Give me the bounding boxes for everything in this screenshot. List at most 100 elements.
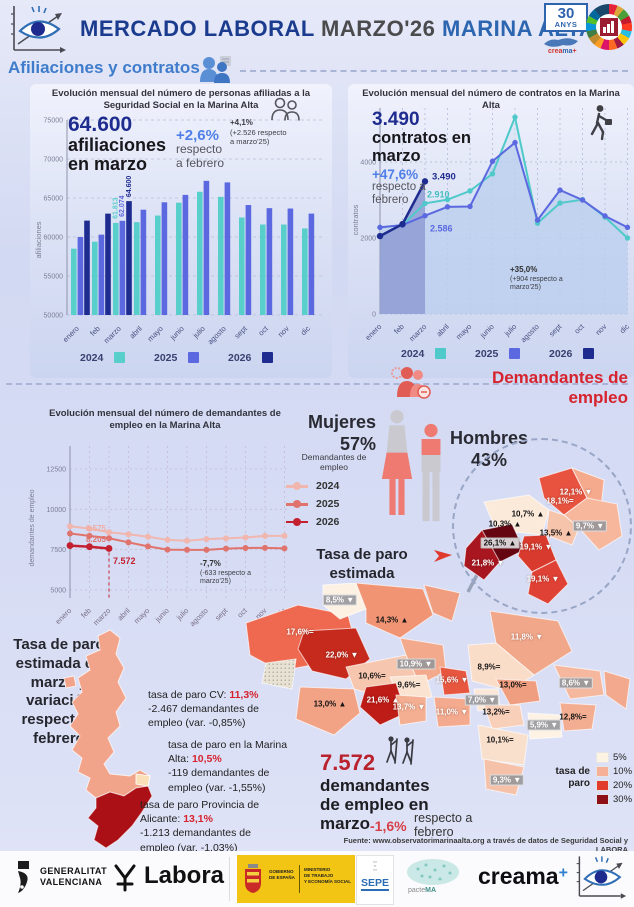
svg-text:50000: 50000 [44,313,64,320]
svg-text:oct: oct [572,321,586,335]
contratos-big-number-block: 3.490 contratos en marzo +47,6% respecto… [372,109,472,207]
svg-text:64.600: 64.600 [126,176,133,198]
svg-text:julio: julio [174,606,191,623]
unemployment-rate-label: 18,1%= [546,496,574,506]
svg-text:abril: abril [128,324,145,341]
unemployment-rate-label: 21,6% ▲ [366,695,400,705]
contratos-line-chart: enero feb marzo abril mayo junio julio agosto se… [351,108,631,360]
section-demandantes-title: Demandantes de empleo [491,368,628,407]
svg-text:61.813: 61.813 [113,197,120,219]
unemployment-rate-label: 26,1% ▲ [480,537,520,549]
sepe-logo: ▪▪▪ ▪▪ ▪▪▪ SEPE [356,855,394,905]
svg-text:mayo: mayo [146,324,165,343]
svg-text:enero: enero [61,324,81,344]
unemployment-rate-label: 19,1% ▼ [526,574,560,584]
unemployment-rate-label: 8,5% ▼ [322,594,358,606]
svg-text:marzo: marzo [407,322,428,343]
svg-text:2026: 2026 [549,348,573,360]
svg-text:junio: junio [153,606,171,624]
creama-mini-logo: creama+ [548,48,577,55]
marina-alta-inset-circle: 12,1% ▼ 18,1%= 10,7% ▲ 10,3% ▲ 9,7% ▼ 13,5% ▲… [452,438,632,614]
svg-text:marzo: marzo [102,324,123,345]
alicante-stat-block: tasa de paro Provincia de Alicante: 13,1… [140,799,260,854]
svg-text:marzo: marzo [91,606,112,627]
svg-text:nov: nov [276,324,291,339]
svg-text:2000: 2000 [360,236,376,243]
svg-text:2024: 2024 [80,352,104,364]
svg-text:junio: junio [168,324,186,342]
unemployment-rate-label: 10,7% ▲ [511,509,545,519]
inset-map-labels: 12,1% ▼ 18,1%= 10,7% ▲ 10,3% ▲ 9,7% ▼ 13,5% ▲… [454,440,630,612]
unemployment-rate-label: 13,0%= [499,680,527,690]
afiliaciones-delta-month: +2,6% respecto a febrero [176,127,225,170]
svg-text:12500: 12500 [47,466,67,473]
svg-text:3.490: 3.490 [432,171,456,182]
divider-top [240,70,628,72]
svg-text:2.586: 2.586 [430,224,453,234]
svg-text:(+904 respecto a: (+904 respecto a [510,276,563,283]
footer-divider [229,857,230,901]
svg-text:8.205: 8.205 [86,535,107,544]
title-month: MARZO'26 [321,16,436,41]
svg-text:2025: 2025 [154,352,178,364]
source-note: Fuente: www.observatorimarinaalta.org a … [343,836,628,854]
walking-person-icon [590,105,612,141]
paro-legend-row: 20% [596,780,632,791]
demandantes-legend: Demandantes de empleo 2024 2025 2026 [286,452,382,528]
svg-text:junio: junio [478,322,496,340]
svg-text:contratos: contratos [351,204,360,235]
svg-text:dic: dic [299,324,312,337]
unemployment-rate-label: 9,6%= [397,680,421,690]
pacte-ma-logo-text: pacteMA [408,887,437,894]
paro-legend-title: tasa de paro [555,766,590,789]
svg-text:feb: feb [79,606,93,620]
svg-text:mayo: mayo [132,606,151,625]
svg-text:julio: julio [190,324,207,341]
svg-text:sept: sept [547,321,564,338]
unemployment-rate-label: 13,0% ▲ [313,699,347,709]
unemployment-rate-label: 10,1%= [486,735,514,745]
anys-30-badge: 30 ANYS [544,3,588,32]
summary-number: 7.572 [320,750,376,775]
labora-icon [114,864,136,892]
svg-text:75000: 75000 [44,118,64,125]
unemployment-rate-label: 12,8%= [559,712,587,722]
svg-text:nov: nov [593,322,608,337]
main-map-container: 8,5% ▼ 14,3% ▲ 17,6%= 11,8% ▼ 22,0% ▼ 10,9% ▼… [228,583,634,815]
unemployment-rate-label: 9,3% ▼ [489,774,525,786]
people-outline-icon [271,97,300,121]
svg-text:marzo'25): marzo'25) [510,284,541,291]
afiliaciones-chart-title: Evolución mensual del número de personas… [51,88,311,111]
unemployment-rate-label: 12,1% ▼ [559,487,593,497]
unemployment-rate-label: 15,6% ▼ [435,675,469,685]
svg-text:2.910: 2.910 [427,189,450,199]
labora-logo-text: Labora [144,862,225,889]
svg-text:62.074: 62.074 [119,195,126,217]
svg-text:2026: 2026 [228,352,252,364]
svg-text:dic: dic [618,322,631,335]
cv-heading: Tasa de paro estimada en marzo y variaci… [13,636,105,747]
unemployment-rate-label: 9,7% ▼ [572,520,608,532]
legend-row-2024: 2024 [286,480,382,493]
svg-text:sept: sept [233,323,250,340]
female-figure-icon [381,410,413,515]
svg-text:marzo'25): marzo'25) [200,578,231,585]
paro-legend-row: 5% [596,752,632,763]
svg-text:mayo: mayo [454,322,473,341]
hikers-icon [386,736,414,765]
unemployment-rate-label: 13,5% ▲ [539,528,573,538]
marina-alta-inset-map [463,467,623,605]
main-map-labels: 8,5% ▼ 14,3% ▲ 17,6%= 11,8% ▼ 22,0% ▼ 10,9% ▼… [228,583,634,815]
unemployment-rate-label: 22,0% ▼ [325,650,359,660]
svg-text:60000: 60000 [44,235,64,242]
svg-text:(-633 respecto a: (-633 respecto a [200,570,251,577]
paro-legend-row: 30% [596,794,632,805]
marina-alta-blob-icon [544,38,578,47]
summary-label: demandantes de empleo en marzo [320,776,430,834]
page-title: MERCADO LABORAL MARZO'26 MARINA ALTA [80,16,595,42]
creama-logo: creama+ [478,863,568,889]
contratos-panel: Evolución mensual del número de contrato… [348,84,634,378]
svg-text:65000: 65000 [44,196,64,203]
svg-text:agosto: agosto [188,606,210,628]
